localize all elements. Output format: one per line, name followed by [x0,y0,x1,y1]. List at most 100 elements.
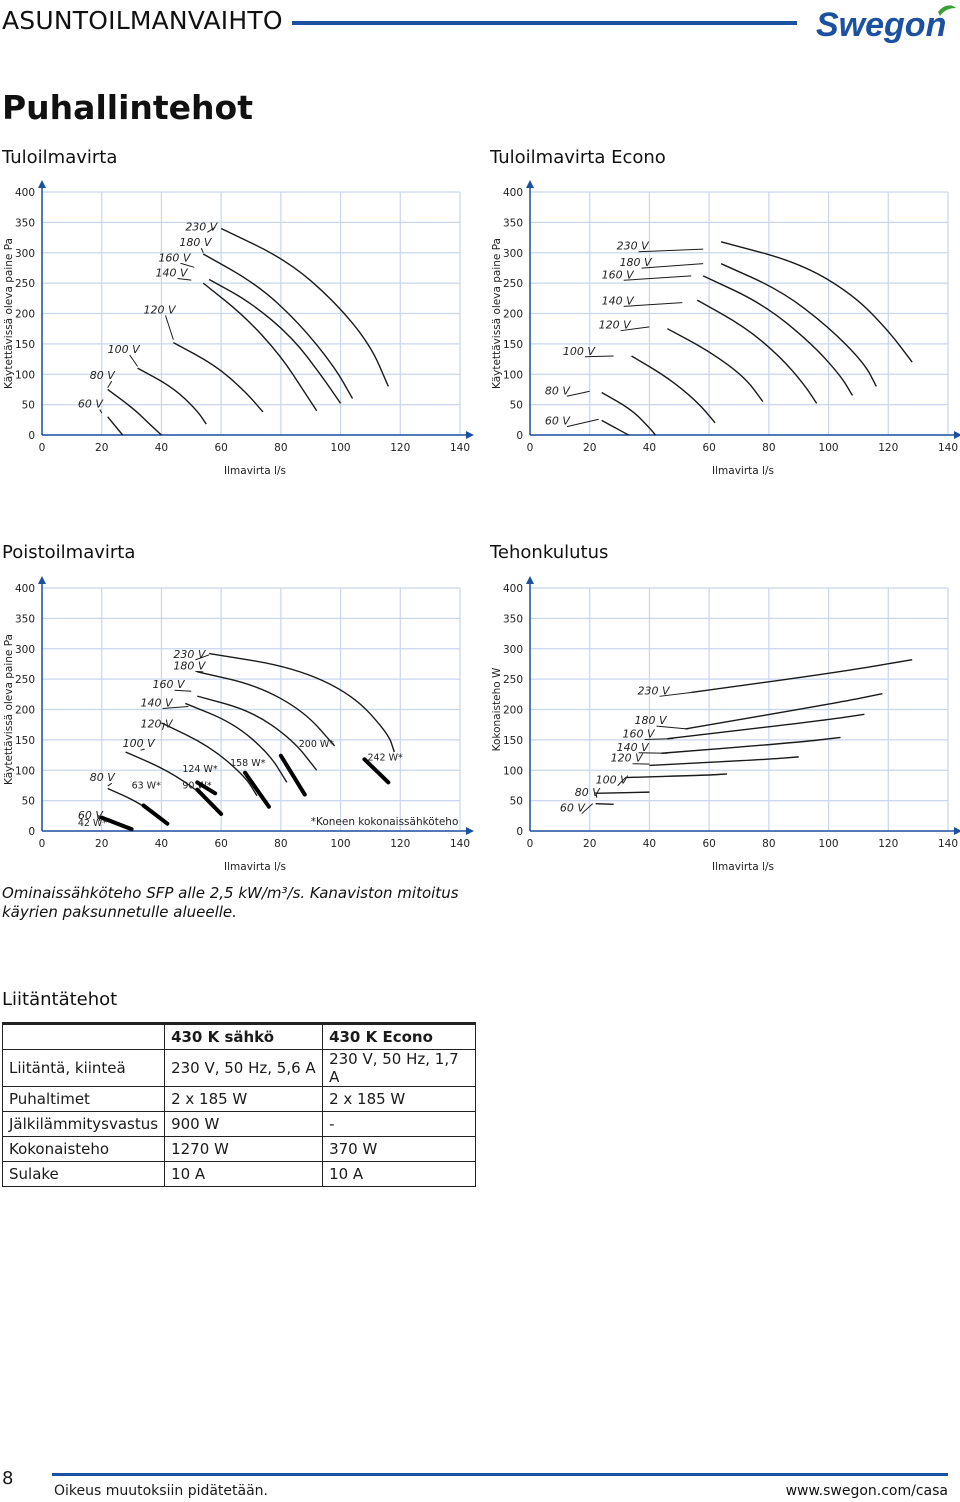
series-label: 230 V [185,220,218,233]
series-line [197,695,318,771]
series-label: 160 V [602,268,635,281]
series-label-pointer [566,390,590,397]
series-line [696,299,818,404]
document-header-title: ASUNTOILMANVAIHTO [2,6,283,35]
x-tick-label: 60 [702,442,715,454]
table-row: Kokonaisteho 1270 W 370 W [1,1136,477,1162]
series-label: 60 V [545,415,571,428]
table-row: Puhaltimet 2 x 185 W 2 x 185 W [1,1086,477,1112]
series-label: 80 V [90,771,116,784]
series-line [208,278,342,404]
series-line [595,791,650,795]
y-axis-label: Kokonaisteho W [491,667,503,751]
y-tick-label: 250 [15,278,35,290]
footer-rule [52,1473,948,1476]
series-label-pointer [581,803,594,814]
series-label: 160 V [623,727,656,740]
table-header-cell: 430 K sähkö [164,1022,324,1050]
series-label: 140 V [141,696,174,709]
table-cell: 10 A [322,1161,477,1187]
series-line [107,388,162,436]
series-label-pointer [623,302,683,307]
series-label: 120 V [144,304,177,317]
y-tick-label: 150 [503,735,523,747]
power-marker-label: 158 W* [230,758,266,769]
series-label-pointer [174,689,192,692]
y-tick-label: 250 [15,674,35,686]
y-tick-label: 200 [15,309,35,321]
series-label-pointer [620,326,650,332]
table-cell: 230 V, 50 Hz, 5,6 A [164,1049,324,1087]
series-line [691,658,913,694]
y-axis-label: Käytettävissä oleva paine Pa [491,238,503,389]
power-marker-label: 63 W* [132,780,162,791]
footer-website-link[interactable]: www.swegon.com/casa [785,1483,948,1499]
series-label: 60 V [560,802,586,815]
y-tick-label: 100 [503,369,523,381]
x-axis-arrow-icon [466,827,474,835]
y-tick-label: 200 [503,705,523,717]
series-label-pointer [656,725,689,730]
series-label-pointer [638,248,704,253]
table-cell: Liitäntä, kiinteä [1,1049,166,1087]
series-line [107,416,124,436]
series-line [595,802,614,805]
y-tick-label: 300 [503,644,523,656]
series-label: 60 V [78,398,104,411]
y-tick-label: 300 [15,248,35,260]
series-line [601,391,656,436]
series-line [161,722,258,797]
table-cell: 370 W [322,1136,477,1162]
x-tick-label: 80 [274,442,287,454]
x-tick-label: 0 [527,838,534,850]
y-axis-arrow-icon [526,576,534,584]
section-title-supply-econo: Tuloilmavirta Econo [490,147,666,168]
y-tick-label: 50 [510,400,523,412]
series-line [202,282,318,412]
table-cell: - [322,1111,477,1137]
chart-supply-airflow: 0 20 40 60 80 100 120 140 0 50 100 150 200 250 300 350 4… [3,180,474,477]
series-label-pointer [99,409,103,414]
series-label-pointer [129,354,138,367]
chart-power-consumption: 0 20 40 60 80 100 120 140 0 50 100 150 200 250 300 350 4… [491,576,960,873]
y-tick-label: 100 [15,765,35,777]
table-cell: 10 A [164,1161,324,1187]
y-tick-label: 100 [503,765,523,777]
series-label: 140 V [617,741,650,754]
series-label: 80 V [90,369,116,382]
series-label: 100 V [123,737,156,750]
series-label: 160 V [152,678,185,691]
x-tick-label: 100 [331,442,351,454]
series-line [173,342,264,413]
connection-table: 430 K sähkö 430 K Econo Liitäntä, kiinte… [1,1022,477,1187]
series-line [631,355,716,424]
series-label-pointer [107,782,113,787]
recommended-range-segment [243,770,271,809]
x-axis-label: Ilmavirta l/s [224,861,286,873]
y-tick-label: 50 [510,796,523,808]
x-axis-label: Ilmavirta l/s [712,861,774,873]
section-title-connection: Liitäntätehot [2,989,118,1010]
x-tick-label: 100 [819,838,839,850]
series-label: 120 V [611,752,644,765]
series-label: 230 V [617,240,650,253]
series-label: 230 V [637,684,670,697]
y-axis-arrow-icon [38,180,46,188]
table-row: Sulake 10 A 10 A [1,1161,477,1187]
series-line [685,693,883,730]
x-axis-label: Ilmavirta l/s [224,465,286,477]
y-tick-label: 400 [15,583,35,595]
table-cell: Kokonaisteho [1,1136,166,1162]
series-label: 180 V [620,256,653,269]
series-label: 100 V [563,345,596,358]
table-row: Jälkilämmitysvastus 900 W - [1,1111,477,1137]
y-tick-label: 50 [22,796,35,808]
series-label: 180 V [179,236,212,249]
series-label: 100 V [108,343,141,356]
power-marker-label: 124 W* [182,764,218,775]
footer-disclaimer: Oikeus muutoksiin pidätetään. [54,1483,269,1499]
x-tick-label: 20 [95,442,108,454]
series-label-pointer [200,247,204,253]
series-line [667,713,865,740]
x-tick-label: 40 [643,442,656,454]
